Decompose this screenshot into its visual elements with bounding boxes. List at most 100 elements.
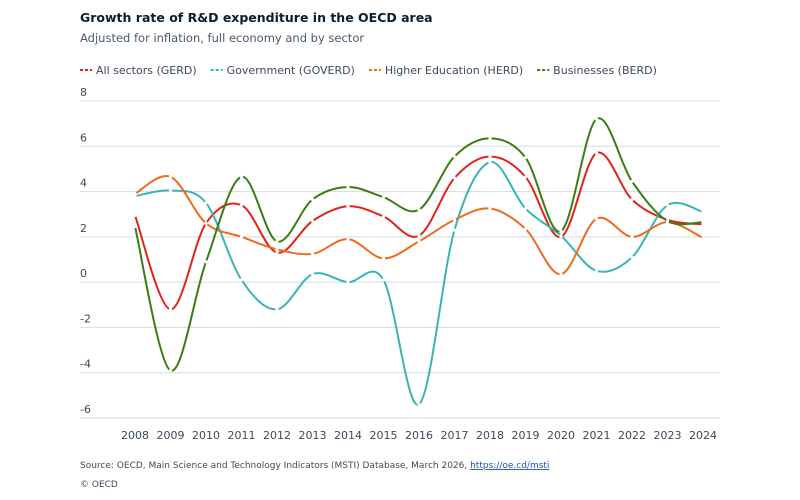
point [346,204,350,208]
point [168,188,173,193]
source-text: Source: OECD, Main Science and Technolog… [80,461,470,471]
point [381,278,386,282]
point [594,151,599,155]
point [452,176,457,180]
point [488,154,492,159]
legend-label: All sectors (GERD) [96,64,197,77]
copyright: © OECD [80,480,118,490]
point [523,175,528,179]
point [523,206,528,211]
point [630,255,634,259]
point [665,203,670,207]
point [488,206,492,211]
point [417,239,421,243]
point [701,210,705,214]
legend-label: Government (GOVERD) [227,64,355,77]
point [204,260,208,264]
point [133,213,137,217]
y-tick-label: -2 [80,312,91,325]
point [239,203,244,207]
x-tick-label: 2024 [689,429,717,442]
chart-subtitle: Adjusted for inflation, full economy and… [80,31,364,45]
point [275,239,279,243]
y-tick-label: 8 [80,86,87,99]
point [452,154,457,159]
point [488,160,492,164]
point [346,237,350,241]
line [134,117,704,372]
point [275,247,279,251]
point [239,278,244,282]
point [452,228,457,232]
x-tick-label: 2013 [299,429,327,442]
y-tick-label: 0 [80,267,87,280]
y-tick-label: 4 [80,177,87,190]
point [559,234,563,238]
x-tick-label: 2021 [583,429,611,442]
point [381,214,386,219]
point [701,220,705,224]
point [168,307,173,311]
source-link[interactable]: https://oe.cd/msti [470,461,549,471]
x-tick-label: 2015 [370,429,398,442]
point [204,221,208,225]
point [133,192,137,196]
x-tick-label: 2009 [157,429,185,442]
point [310,219,315,223]
y-tick-label: -4 [80,358,91,371]
x-tick-label: 2023 [654,429,682,442]
point [630,179,634,183]
point [310,252,315,256]
x-tick-label: 2012 [263,429,291,442]
point [275,251,279,255]
point [594,269,599,273]
point [559,272,563,276]
point [417,234,421,238]
point [417,402,421,407]
point [168,368,173,373]
x-tick-label: 2010 [192,429,220,442]
point [452,218,457,222]
point [275,307,279,311]
chart-title: Growth rate of R&D expenditure in the OE… [80,10,433,25]
point [665,219,670,223]
point [594,117,599,121]
point [133,225,137,229]
line [134,161,704,406]
point [488,136,492,140]
point [701,222,705,227]
point [310,197,315,202]
y-tick-label: 2 [80,222,87,235]
x-tick-label: 2022 [618,429,646,442]
point [559,229,563,233]
x-tick-label: 2020 [547,429,575,442]
legend-label: Higher Education (HERD) [385,64,523,77]
point [239,175,244,179]
x-tick-label: 2008 [121,429,149,442]
x-tick-label: 2018 [476,429,504,442]
point [523,227,528,231]
point [239,235,244,239]
y-tick-label: 6 [80,131,87,144]
x-tick-label: 2011 [228,429,256,442]
point [630,235,634,239]
point [381,195,386,199]
point [133,194,137,198]
point [417,208,421,212]
source: Source: OECD, Main Science and Technolog… [80,461,549,471]
x-tick-label: 2014 [334,429,362,442]
y-tick-label: -6 [80,403,91,416]
x-tick-label: 2017 [441,429,469,442]
point [523,156,528,160]
line [134,175,704,276]
point [168,175,173,179]
point [630,197,634,202]
point [346,280,350,284]
point [381,256,386,260]
point [204,201,208,205]
x-tick-label: 2016 [405,429,433,442]
point [346,185,350,189]
legend-label: Businesses (BERD) [553,64,657,77]
point [310,272,315,276]
